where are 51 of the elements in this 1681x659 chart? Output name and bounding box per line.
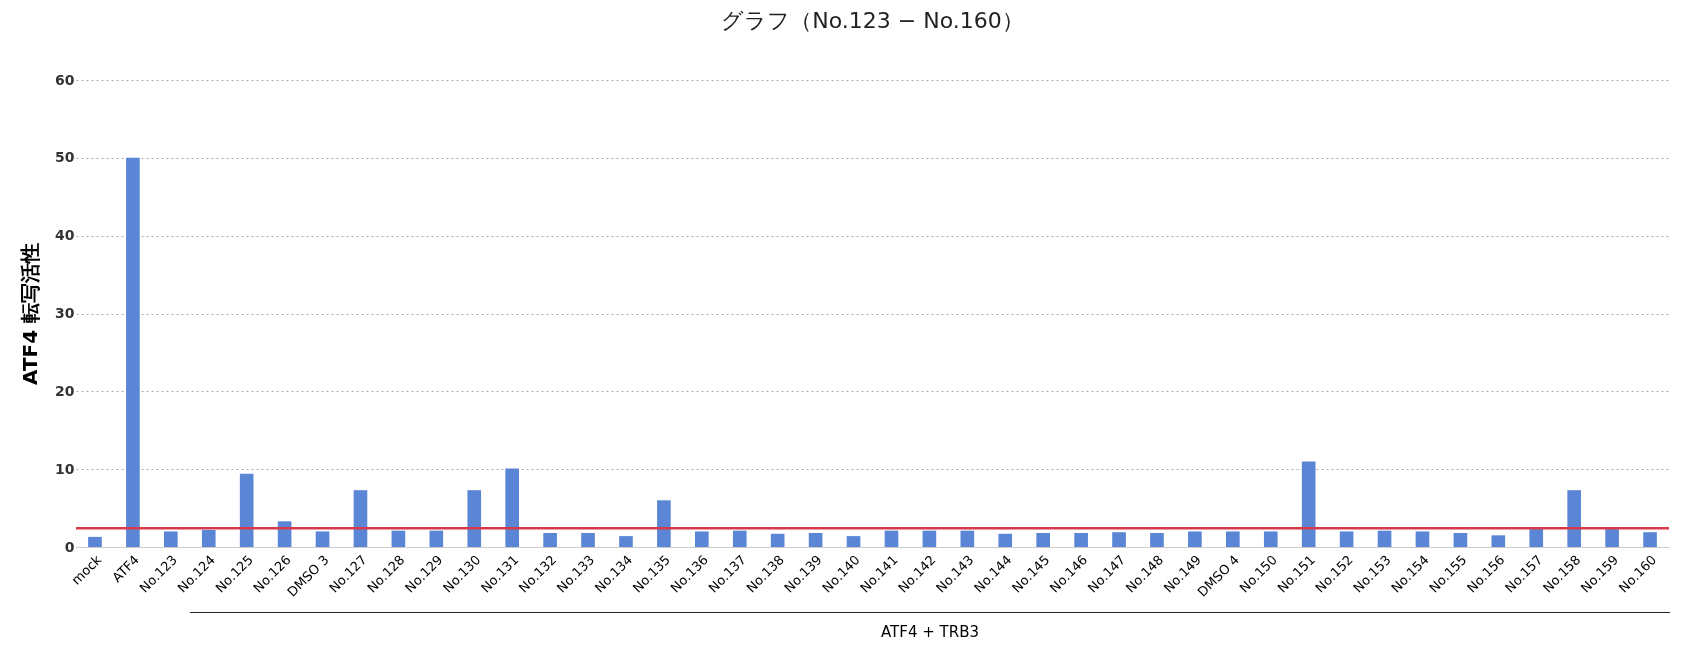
bar (1605, 529, 1619, 547)
bar (922, 530, 937, 547)
bar (429, 530, 444, 547)
bar (163, 531, 178, 547)
y-axis-title: ATF4 転写活性 (18, 242, 43, 386)
bar (1567, 490, 1582, 547)
bar (543, 532, 557, 547)
bar (619, 536, 633, 547)
bar (315, 531, 330, 547)
bar (657, 500, 671, 547)
bar (960, 530, 975, 547)
bar (998, 533, 1013, 547)
chart-title: グラフ（No.123 − No.160） (721, 8, 1024, 33)
bar (694, 531, 709, 547)
y-tick-label: 0 (64, 538, 75, 555)
bar (391, 530, 406, 547)
bar (808, 532, 823, 547)
bar (1112, 532, 1126, 547)
y-tick-label: 50 (55, 149, 75, 166)
y-tick-label: 30 (55, 305, 75, 321)
bar (846, 536, 861, 547)
bar (1188, 531, 1202, 547)
bar (1491, 535, 1506, 547)
y-tick-label: 10 (55, 460, 75, 477)
y-tick-label: 60 (55, 71, 75, 88)
bar (1263, 531, 1278, 547)
bar (1643, 532, 1657, 547)
bar (353, 490, 368, 547)
bar (88, 536, 102, 547)
bar (201, 529, 216, 547)
bar (1225, 531, 1240, 547)
bar (1036, 532, 1051, 547)
bar (239, 473, 254, 547)
text: ATF4 + TRB3 (881, 623, 979, 641)
bar (1301, 461, 1316, 547)
bar (1415, 531, 1430, 547)
bar (1377, 530, 1392, 547)
y-tick-label: 40 (55, 227, 75, 244)
bar (1453, 532, 1468, 547)
bar (1339, 531, 1354, 547)
bar (1074, 532, 1088, 547)
bar (884, 530, 899, 547)
bar (126, 157, 140, 547)
bar (1529, 529, 1544, 547)
bar (467, 490, 482, 547)
y-tick-label: 20 (55, 382, 75, 399)
bar (770, 533, 785, 547)
bar (1150, 532, 1164, 547)
bar (505, 468, 520, 547)
bar (732, 530, 747, 547)
bar (581, 532, 595, 547)
